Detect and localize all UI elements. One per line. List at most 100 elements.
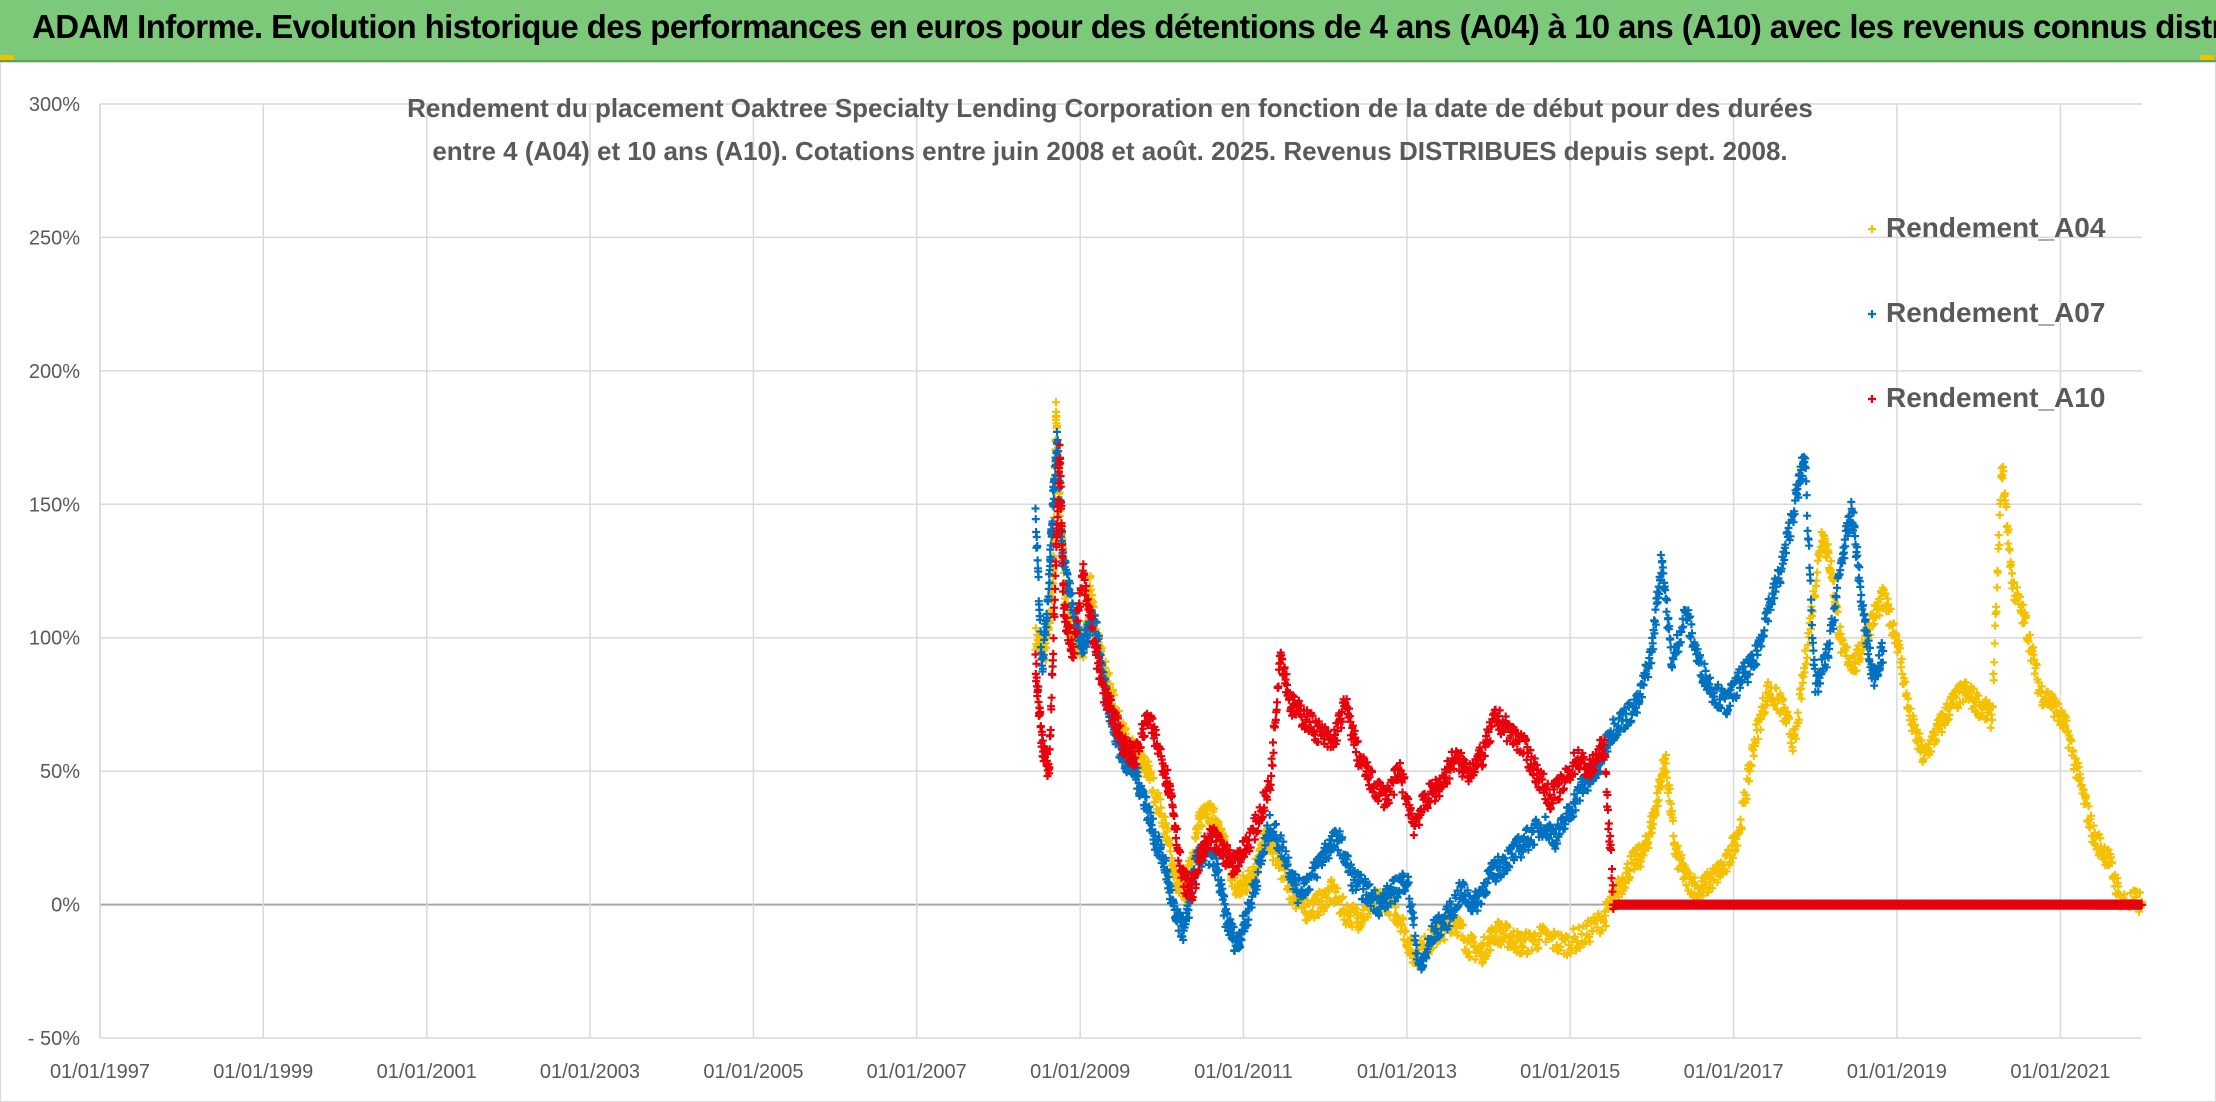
data-point (1571, 806, 1580, 815)
data-point (1631, 703, 1640, 712)
data-point (1144, 761, 1153, 770)
data-point (1465, 952, 1474, 961)
data-point (1785, 714, 1794, 723)
data-point (1801, 464, 1810, 473)
data-point (2064, 743, 2073, 752)
data-point (1288, 691, 1297, 700)
data-point (1192, 880, 1201, 889)
data-point (2032, 660, 2041, 669)
data-point (1651, 811, 1660, 820)
data-point (1047, 693, 1056, 702)
data-point (1843, 643, 1852, 652)
data-point (1522, 755, 1531, 764)
data-point (1687, 620, 1696, 629)
data-point (1601, 911, 1610, 920)
data-point (1415, 820, 1424, 829)
data-point (1807, 595, 1815, 604)
data-point (1714, 680, 1722, 689)
data-point (1053, 436, 1062, 444)
corner-mark-left (0, 55, 14, 60)
data-point (1575, 796, 1584, 805)
data-point (1401, 927, 1410, 936)
data-point (1780, 555, 1789, 564)
data-point (1700, 882, 1709, 891)
data-point (1808, 638, 1817, 647)
data-point (1220, 832, 1229, 841)
data-point (2114, 882, 2123, 891)
data-point (1852, 666, 1861, 675)
data-point (1380, 893, 1389, 902)
data-point (1633, 845, 1642, 854)
data-point (2037, 682, 2046, 691)
data-point (1630, 695, 1639, 704)
data-point (1149, 814, 1157, 823)
data-point (1407, 900, 1416, 909)
data-point (1067, 589, 1076, 598)
data-point (1163, 824, 1172, 833)
data-point (1220, 892, 1229, 901)
data-point (1546, 804, 1555, 813)
data-point (1253, 827, 1262, 835)
data-point (1571, 932, 1580, 941)
x-tick-label: 01/01/2021 (2010, 1061, 2110, 1083)
data-point (1056, 459, 1065, 468)
data-point (1326, 848, 1335, 857)
data-point (1036, 612, 1045, 620)
data-point (1445, 774, 1454, 783)
data-point (1598, 746, 1607, 755)
data-point (1725, 701, 1734, 710)
data-point (1993, 583, 2001, 592)
data-point (1410, 913, 1419, 922)
data-point (1684, 606, 1693, 615)
data-point (1352, 748, 1360, 757)
data-point (2019, 600, 2028, 609)
data-point (1279, 837, 1288, 846)
data-point (1114, 714, 1122, 723)
data-point (1661, 759, 1670, 768)
data-point (1637, 693, 1646, 702)
data-point (1662, 751, 1671, 759)
data-point (1841, 542, 1850, 551)
data-point (1350, 726, 1359, 735)
data-point (1194, 866, 1203, 875)
data-point (1368, 767, 1377, 776)
data-point (1713, 878, 1722, 887)
data-point (1314, 911, 1323, 919)
data-point (2049, 702, 2058, 711)
data-point (1283, 860, 1292, 869)
data-point (1045, 578, 1054, 587)
data-point (1269, 748, 1278, 757)
data-point (1532, 760, 1541, 769)
data-point (1269, 738, 1277, 747)
data-point (1856, 582, 1865, 591)
data-point (1052, 412, 1061, 421)
data-point (1164, 872, 1173, 881)
data-point (1083, 595, 1092, 604)
data-point (1214, 866, 1223, 875)
data-point (1824, 653, 1833, 662)
data-point (2069, 747, 2078, 756)
data-point (1033, 542, 1042, 550)
data-point (1375, 911, 1383, 920)
data-point (1760, 708, 1769, 717)
data-point (1033, 556, 1042, 565)
data-point (1604, 819, 1613, 828)
data-point (1786, 532, 1795, 541)
data-point (1139, 787, 1148, 796)
data-point (1459, 921, 1467, 930)
data-point (1988, 702, 1997, 711)
data-point (2090, 839, 2099, 848)
data-point (1052, 561, 1060, 570)
data-point (1725, 690, 1734, 699)
data-point (1409, 831, 1418, 840)
data-point (1526, 836, 1535, 845)
data-point (1423, 945, 1432, 954)
data-point (1875, 651, 1883, 660)
data-point (1148, 786, 1157, 795)
data-point (1603, 791, 1612, 799)
data-point (1534, 944, 1543, 953)
data-point (1179, 936, 1188, 944)
data-point (1827, 557, 1836, 566)
data-point (1252, 877, 1261, 886)
data-point (1915, 729, 1924, 738)
